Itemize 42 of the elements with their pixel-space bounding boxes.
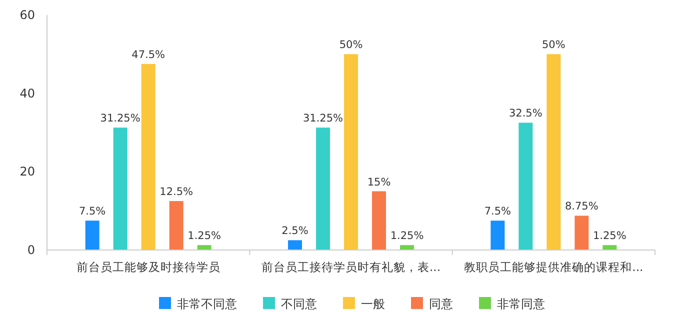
data-label: 47.5% bbox=[132, 48, 166, 61]
y-tick-label: 20 bbox=[20, 164, 35, 179]
bar bbox=[400, 245, 414, 250]
legend-label: 一般 bbox=[361, 297, 385, 311]
data-label: 31.25% bbox=[100, 112, 140, 125]
bar bbox=[372, 191, 386, 250]
y-tick-label: 60 bbox=[20, 8, 35, 22]
data-label: 1.25% bbox=[390, 230, 424, 242]
x-tick-label: 教职员工能够提供准确的课程和... bbox=[464, 260, 644, 274]
data-label: 8.75% bbox=[564, 200, 598, 213]
data-label: 1.25% bbox=[188, 230, 222, 242]
data-label: 12.5% bbox=[160, 186, 194, 198]
bar bbox=[602, 245, 617, 250]
data-label: 50% bbox=[339, 39, 363, 52]
bar bbox=[288, 240, 302, 250]
bar bbox=[316, 128, 330, 250]
y-tick-label: 0 bbox=[27, 243, 35, 257]
y-tick-label: 40 bbox=[20, 86, 35, 100]
data-label: 7.5% bbox=[78, 206, 106, 218]
data-label: 7.5% bbox=[484, 206, 512, 218]
bar bbox=[169, 201, 184, 250]
data-label: 2.5% bbox=[282, 225, 308, 238]
bar bbox=[490, 220, 505, 250]
bar bbox=[574, 216, 589, 250]
data-label: 32.5% bbox=[508, 108, 542, 120]
legend-label: 不同意 bbox=[281, 297, 317, 311]
x-tick-label: 前台员工能够及时接待学员 bbox=[76, 260, 220, 274]
bar bbox=[344, 54, 358, 250]
bar bbox=[546, 54, 561, 250]
bar bbox=[113, 128, 128, 250]
bar bbox=[518, 122, 533, 250]
bar bbox=[141, 64, 156, 250]
data-label: 15% bbox=[367, 176, 391, 188]
x-tick-label: 前台员工接待学员时有礼貌，表... bbox=[262, 260, 440, 274]
legend-label: 同意 bbox=[429, 297, 453, 311]
data-label: 1.25% bbox=[592, 230, 626, 242]
bar bbox=[85, 220, 100, 250]
data-label: 50% bbox=[542, 39, 566, 52]
bar bbox=[197, 245, 212, 250]
legend-label: 非常不同意 bbox=[177, 297, 237, 311]
legend-label: 非常同意 bbox=[497, 297, 545, 311]
data-label: 31.25% bbox=[302, 112, 344, 125]
